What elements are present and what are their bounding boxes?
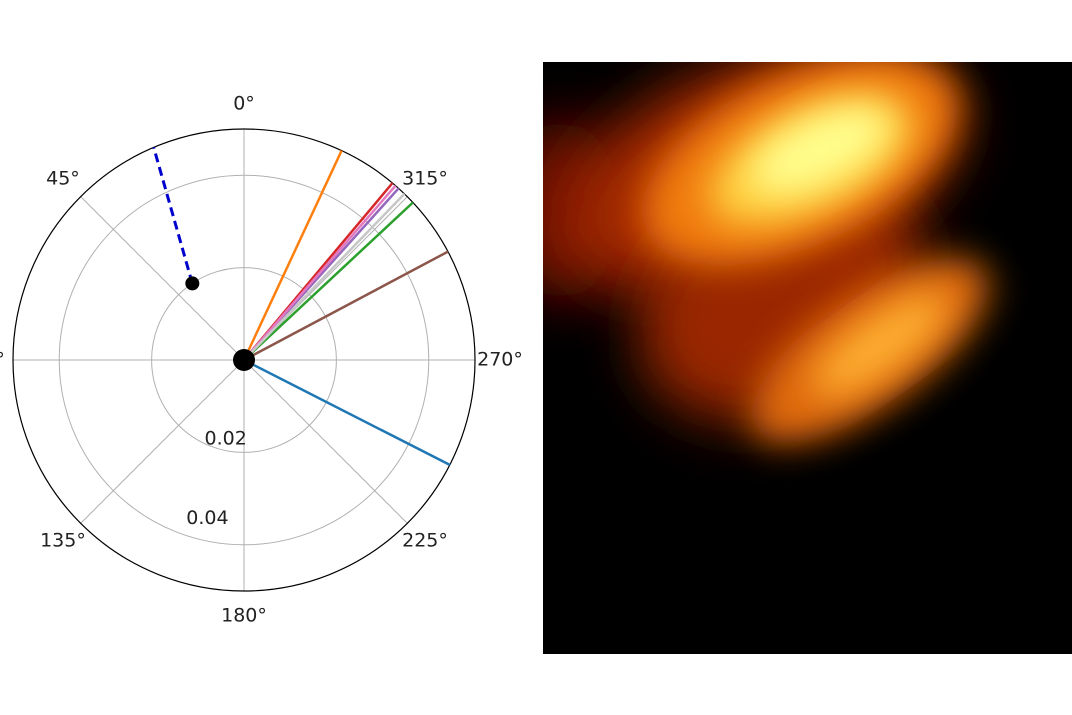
series-line (243, 201, 414, 361)
theta-grid-line (243, 359, 408, 524)
r-tick-label: 0.04 (186, 507, 228, 529)
theta-grid-line (80, 359, 245, 524)
r-grid-circle (151, 267, 337, 453)
theta-tick-label: 0° (233, 93, 255, 115)
r-grid-circle (58, 174, 430, 546)
theta-tick-label: 45° (46, 167, 80, 189)
theta-grid-line (80, 196, 245, 361)
r-tick-label: 0.02 (205, 428, 247, 450)
series-line (152, 146, 194, 284)
theta-tick-label: 270° (477, 349, 523, 371)
theta-tick-label: 135° (40, 530, 86, 552)
theta-tick-label: 225° (402, 530, 448, 552)
theta-tick-label: 90° (0, 349, 5, 371)
polar-frame (12, 128, 476, 592)
heatmap-image (543, 62, 1072, 654)
polar-axes: 0° 45° 90° 135° 180° 225° 270° 315° 0.02 0.04 (0, 93, 523, 627)
series-line (243, 250, 449, 362)
point-marker (185, 276, 200, 291)
series-line (243, 184, 397, 361)
series-line (243, 192, 406, 361)
series-line (243, 358, 451, 467)
theta-tick-label: 315° (402, 167, 448, 189)
theta-tick-label: 180° (221, 605, 267, 627)
series-line (242, 150, 343, 361)
point-marker (233, 349, 255, 371)
